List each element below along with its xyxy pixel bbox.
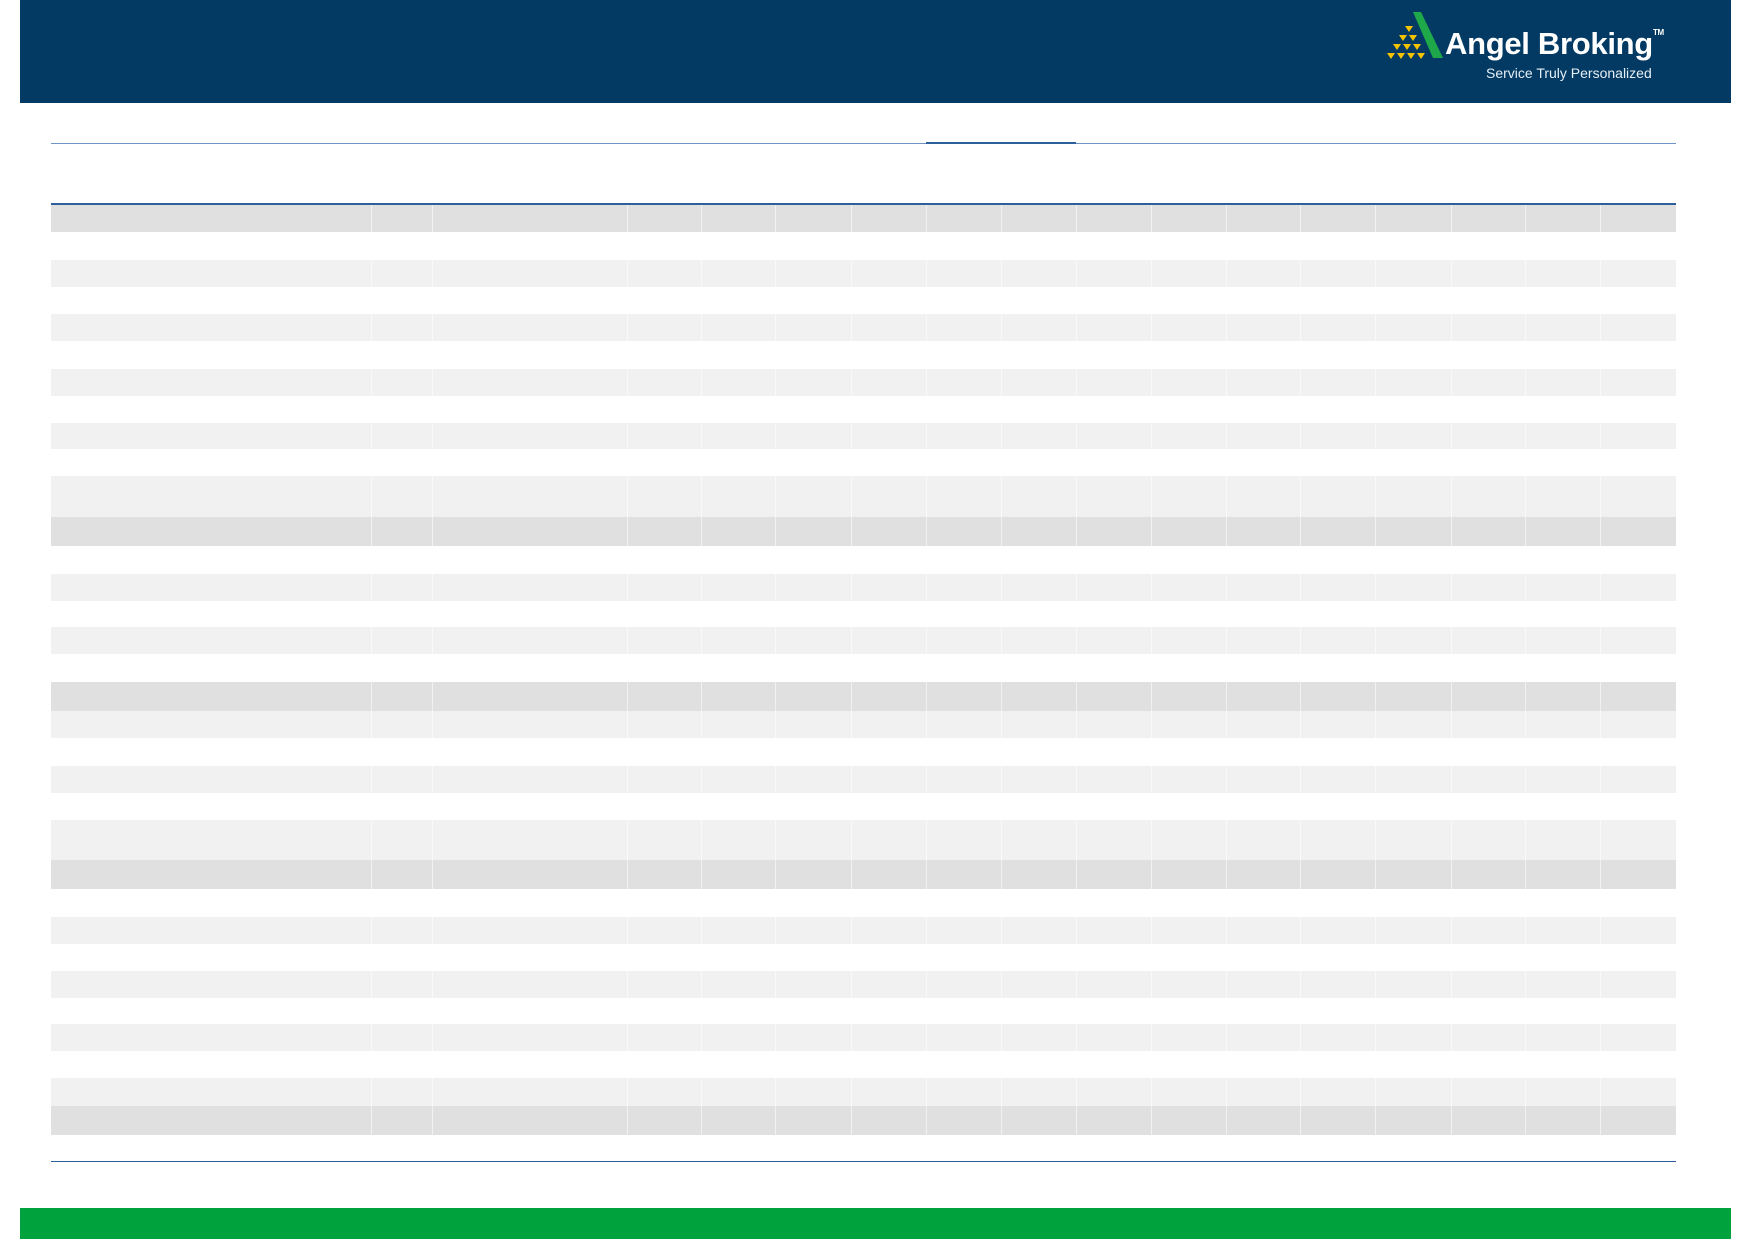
column-divider [432, 204, 434, 1161]
table-row [51, 970, 1676, 998]
table-row [51, 368, 1676, 396]
table-section-row [51, 1106, 1676, 1136]
logo-name: Angel BrokingTM [1445, 26, 1664, 61]
table-section-row [51, 204, 1676, 233]
table-row [51, 711, 1676, 739]
column-divider [1451, 204, 1453, 1161]
table-row [51, 422, 1676, 450]
header-banner: Angel BrokingTM Service Truly Personaliz… [20, 0, 1731, 103]
column-divider [1225, 204, 1227, 1161]
data-table [51, 142, 1676, 1163]
table-section-row [51, 516, 1676, 546]
column-divider [1600, 204, 1602, 1161]
header-rule [51, 203, 1676, 206]
logo-pyramid-icon [1387, 12, 1443, 59]
column-divider [1375, 204, 1377, 1161]
angel-broking-logo: Angel BrokingTM Service Truly Personaliz… [1385, 10, 1675, 85]
table-row [51, 1078, 1676, 1107]
table-row [51, 627, 1676, 655]
column-group-rule [925, 142, 1076, 145]
column-divider [1075, 204, 1077, 1161]
column-divider [774, 204, 776, 1161]
column-divider [700, 204, 702, 1161]
column-divider [850, 204, 852, 1161]
table-row [51, 573, 1676, 601]
bottom-rule [51, 1160, 1676, 1163]
table-row [51, 314, 1676, 341]
table-row [51, 766, 1676, 793]
column-divider [370, 204, 372, 1161]
top-rule [51, 143, 1676, 144]
column-divider [1525, 204, 1527, 1161]
table-row [51, 819, 1676, 861]
column-divider [1300, 204, 1302, 1161]
column-divider [925, 204, 927, 1161]
table-row [51, 917, 1676, 944]
table-row [51, 1024, 1676, 1052]
column-divider [1000, 204, 1002, 1161]
table-section-row [51, 860, 1676, 890]
logo-tagline: Service Truly Personalized [1486, 65, 1652, 81]
table-row [51, 476, 1676, 517]
footer-bar [20, 1208, 1731, 1239]
column-divider [1150, 204, 1152, 1161]
table-section-row [51, 682, 1676, 712]
table-row [51, 260, 1676, 288]
column-divider [627, 204, 629, 1161]
